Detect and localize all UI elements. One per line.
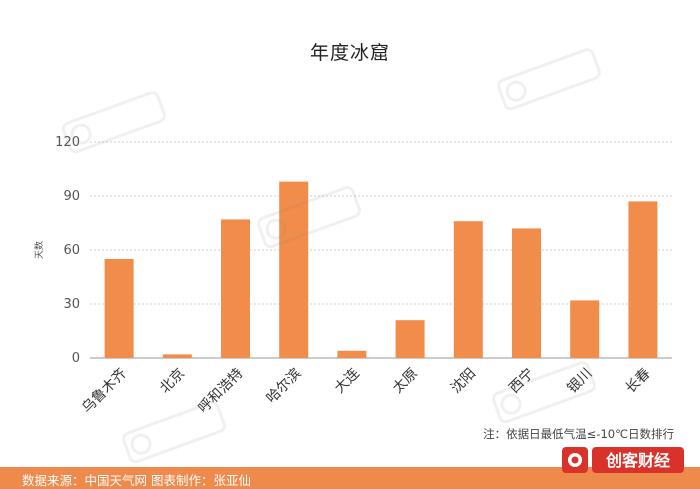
x-tick-label: 哈尔滨 (264, 366, 305, 407)
brand-logo-text: 创客财经 (605, 451, 670, 470)
x-tick-label: 长春 (623, 366, 654, 397)
y-tick-label: 60 (63, 243, 80, 258)
y-tick-label: 30 (63, 297, 80, 312)
bar (512, 228, 541, 358)
x-tick-label: 银川 (564, 366, 595, 397)
bar (570, 300, 600, 358)
bars (104, 181, 658, 358)
x-tick-label: 大连 (332, 366, 363, 397)
bar (279, 181, 309, 358)
bar (395, 320, 425, 358)
brand-logo-icon: 创客财经 (562, 447, 684, 473)
bar (628, 201, 658, 358)
footer-source-text: 数据来源：中国天气网 图表制作：张亚仙 (22, 473, 251, 488)
chart-note: 注：依据日最低气温≤-10℃日数排行 (483, 427, 674, 441)
bar (221, 219, 250, 358)
bar (453, 221, 483, 358)
x-tick-label: 北京 (157, 366, 188, 397)
y-axis-ticks: 0 30 60 90 120 (55, 135, 80, 366)
x-tick-label: 呼和浩特 (195, 366, 246, 417)
x-tick-label: 西宁 (506, 365, 538, 397)
x-tick-label: 太原 (390, 366, 421, 397)
bar (162, 354, 192, 358)
y-tick-label: 120 (55, 135, 80, 150)
bar (337, 350, 367, 358)
y-axis-title: 天数 (33, 241, 45, 259)
y-tick-label: 90 (63, 189, 80, 204)
chart-title: 年度冰窟 (309, 42, 390, 64)
x-axis-labels: 乌鲁木齐 北京 呼和浩特 哈尔滨 大连 太原 沈阳 西宁 银川 长春 (79, 365, 654, 417)
footer-bar: 数据来源：中国天气网 图表制作：张亚仙 (0, 467, 700, 489)
bar (104, 259, 134, 358)
x-tick-label: 乌鲁木齐 (79, 366, 130, 417)
x-tick-label: 沈阳 (448, 366, 479, 397)
y-tick-label: 0 (72, 351, 80, 366)
